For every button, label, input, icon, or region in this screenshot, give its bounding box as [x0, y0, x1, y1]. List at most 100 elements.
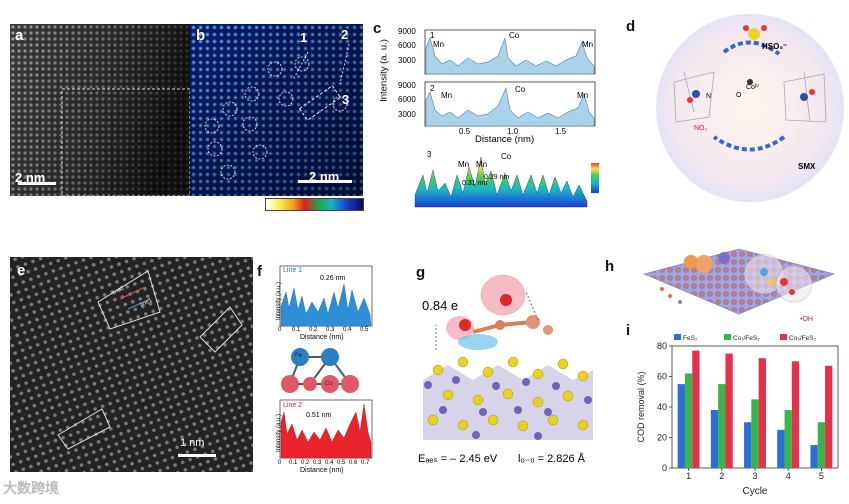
ytick-c1-6000: 6000 [398, 41, 416, 50]
watermark-logo: 大数跨境 [3, 478, 59, 498]
f-line1-name: Line 1 [283, 267, 303, 274]
xtick-label-3: 3 [752, 471, 757, 481]
f-line2-xlabel: Distance (nm) [300, 467, 344, 474]
map3-mn-2: Mn [476, 160, 488, 169]
legend-label-2: Co₁/FeS₂ [733, 335, 760, 342]
atom-co-label: Co [325, 381, 333, 387]
f-line2-xtick-3: 0.3 [313, 460, 322, 466]
line2-peak-mn-left: Mn [441, 91, 453, 100]
xtick-c-1.0: 1.0 [507, 127, 519, 136]
f-line2-ylabel: Intensity (a.u.) [276, 414, 282, 453]
f-line1-ylabel: Intensity (a.u.) [276, 282, 282, 321]
panel-label-i: i [626, 322, 631, 339]
profile-2-curve [425, 86, 595, 127]
arrow-top [722, 40, 781, 56]
f-line2-xtick-6: 0.6 [349, 460, 358, 466]
f-line2-distance: 0.51 nm [306, 412, 332, 419]
species-o: O [736, 92, 742, 99]
bar-1-cycle-4 [777, 429, 785, 468]
zoom-region-box [61, 88, 190, 196]
line1-peak-mn-left: Mn [433, 40, 445, 49]
bar-2-cycle-2 [718, 384, 726, 468]
ytick-c2-9000: 9000 [398, 81, 416, 90]
bar-3-cycle-5 [825, 365, 833, 468]
chart-cod-removal: 0 20 40 60 80 COD removal (%) 1 2 3 4 5 Cycle FeS₂ Co… [636, 334, 839, 497]
species-co: Coᴵⱽ [746, 84, 760, 91]
line2-peak-co: Co [515, 85, 526, 94]
f-line1-xtick-4: 0.4 [343, 327, 352, 333]
f-line2-curve [280, 403, 372, 459]
legend-label-1: FeS₂ [683, 335, 698, 342]
ytick-c2-3000: 3000 [398, 110, 416, 119]
ytick-label-60: 60 [657, 372, 667, 382]
bar-2-cycle-1 [684, 373, 693, 468]
panel-label-g: g [416, 264, 426, 281]
region-box-lines [97, 270, 161, 330]
line1-peak-co: Co [509, 31, 520, 40]
map3-distance-2: 0.29 nm [484, 174, 510, 181]
species-hso5: HSO₅⁻ [762, 42, 788, 51]
bar-1-cycle-2 [710, 410, 719, 468]
panel-label-a: a [15, 27, 24, 44]
oh-radical-label: •OH [800, 316, 813, 323]
panel-h-illustration [643, 248, 835, 315]
scale-label-e: 1 nm [180, 437, 205, 449]
map3-co: Co [501, 152, 512, 161]
bar-2-cycle-3 [751, 399, 759, 468]
map3-mn-1: Mn [458, 160, 470, 169]
xtick-label-4: 4 [786, 471, 791, 481]
legend-label-3: Co₉/FeS₂ [789, 335, 817, 342]
xtick-label-1: 1 [686, 471, 691, 481]
atom-circle-markers [204, 56, 348, 180]
species-no2: NO₂ [694, 125, 708, 132]
f-line1-xtick-1: 0.1 [292, 327, 301, 333]
ytick-label-20: 20 [657, 433, 667, 443]
marker-3: 3 [342, 92, 350, 107]
species-n: N [706, 93, 712, 100]
y-axis-label: COD removal (%) [636, 371, 646, 442]
scale-label-b: 2 nm [309, 169, 340, 184]
f-line1-distance: 0.26 nm [320, 275, 346, 282]
xtick-c-1.5: 1.5 [555, 127, 567, 136]
region-box-bottom [57, 408, 111, 450]
f-line2-xtick-7: 0.7 [361, 460, 370, 466]
bar-3-cycle-3 [758, 358, 766, 468]
xtick-label-2: 2 [719, 471, 724, 481]
f-line1-xtick-5: 0.5 [360, 327, 369, 333]
atom-fe-label: Fe [295, 353, 303, 359]
legend-swatch-1 [674, 334, 681, 340]
marker-2: 2 [341, 27, 349, 42]
f-line1-xtick-3: 0.3 [326, 327, 335, 333]
bar-2-cycle-5 [817, 422, 826, 468]
xtick-c-0.5: 0.5 [459, 127, 471, 136]
panel-label-e: e [17, 262, 26, 279]
bar-3-cycle-1 [692, 350, 700, 468]
f-line1-xtick-2: 0.2 [309, 327, 318, 333]
f-line2-xtick-0: 0 [278, 460, 282, 466]
profile-c-xlabel: Distance (nm) [475, 134, 535, 145]
charge-transfer-label: 0.84 e [422, 298, 459, 313]
adsorption-energy-label: Eₐₑₛ = – 2.45 eV [418, 453, 498, 465]
f-line2-xtick-1: 0.1 [289, 460, 298, 466]
map3-index: 3 [427, 150, 432, 159]
map3-distance-1: 0.31 nm [462, 180, 488, 187]
panel-label-f: f [257, 263, 262, 280]
f-line1-xlabel: Distance (nm) [300, 334, 344, 341]
arrow-bottom [712, 135, 786, 152]
panel-b-image [190, 24, 363, 196]
panel-label-h: h [605, 258, 615, 275]
scale-bar-a [18, 182, 56, 185]
bar-1-cycle-5 [810, 445, 818, 468]
legend-swatch-3 [780, 334, 787, 340]
lattice [423, 356, 593, 440]
x-axis-label: Cycle [742, 486, 767, 497]
panel-g-structure [423, 274, 593, 440]
xtick-label-5: 5 [819, 471, 824, 481]
f-line2-xtick-5: 0.5 [337, 460, 346, 466]
left-cluster [673, 71, 715, 123]
ytick-c2-6000: 6000 [398, 95, 416, 104]
f-line2-name: Line 2 [283, 402, 303, 409]
line1-index: 1 [430, 31, 435, 40]
ytick-c1-3000: 3000 [398, 56, 416, 65]
f-line2-xtick-2: 0.2 [301, 460, 310, 466]
